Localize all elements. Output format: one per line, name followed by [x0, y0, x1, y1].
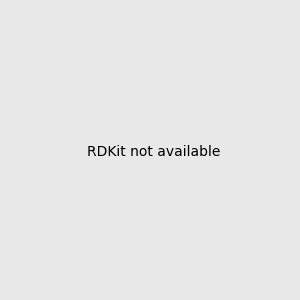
Text: RDKit not available: RDKit not available: [87, 145, 220, 158]
